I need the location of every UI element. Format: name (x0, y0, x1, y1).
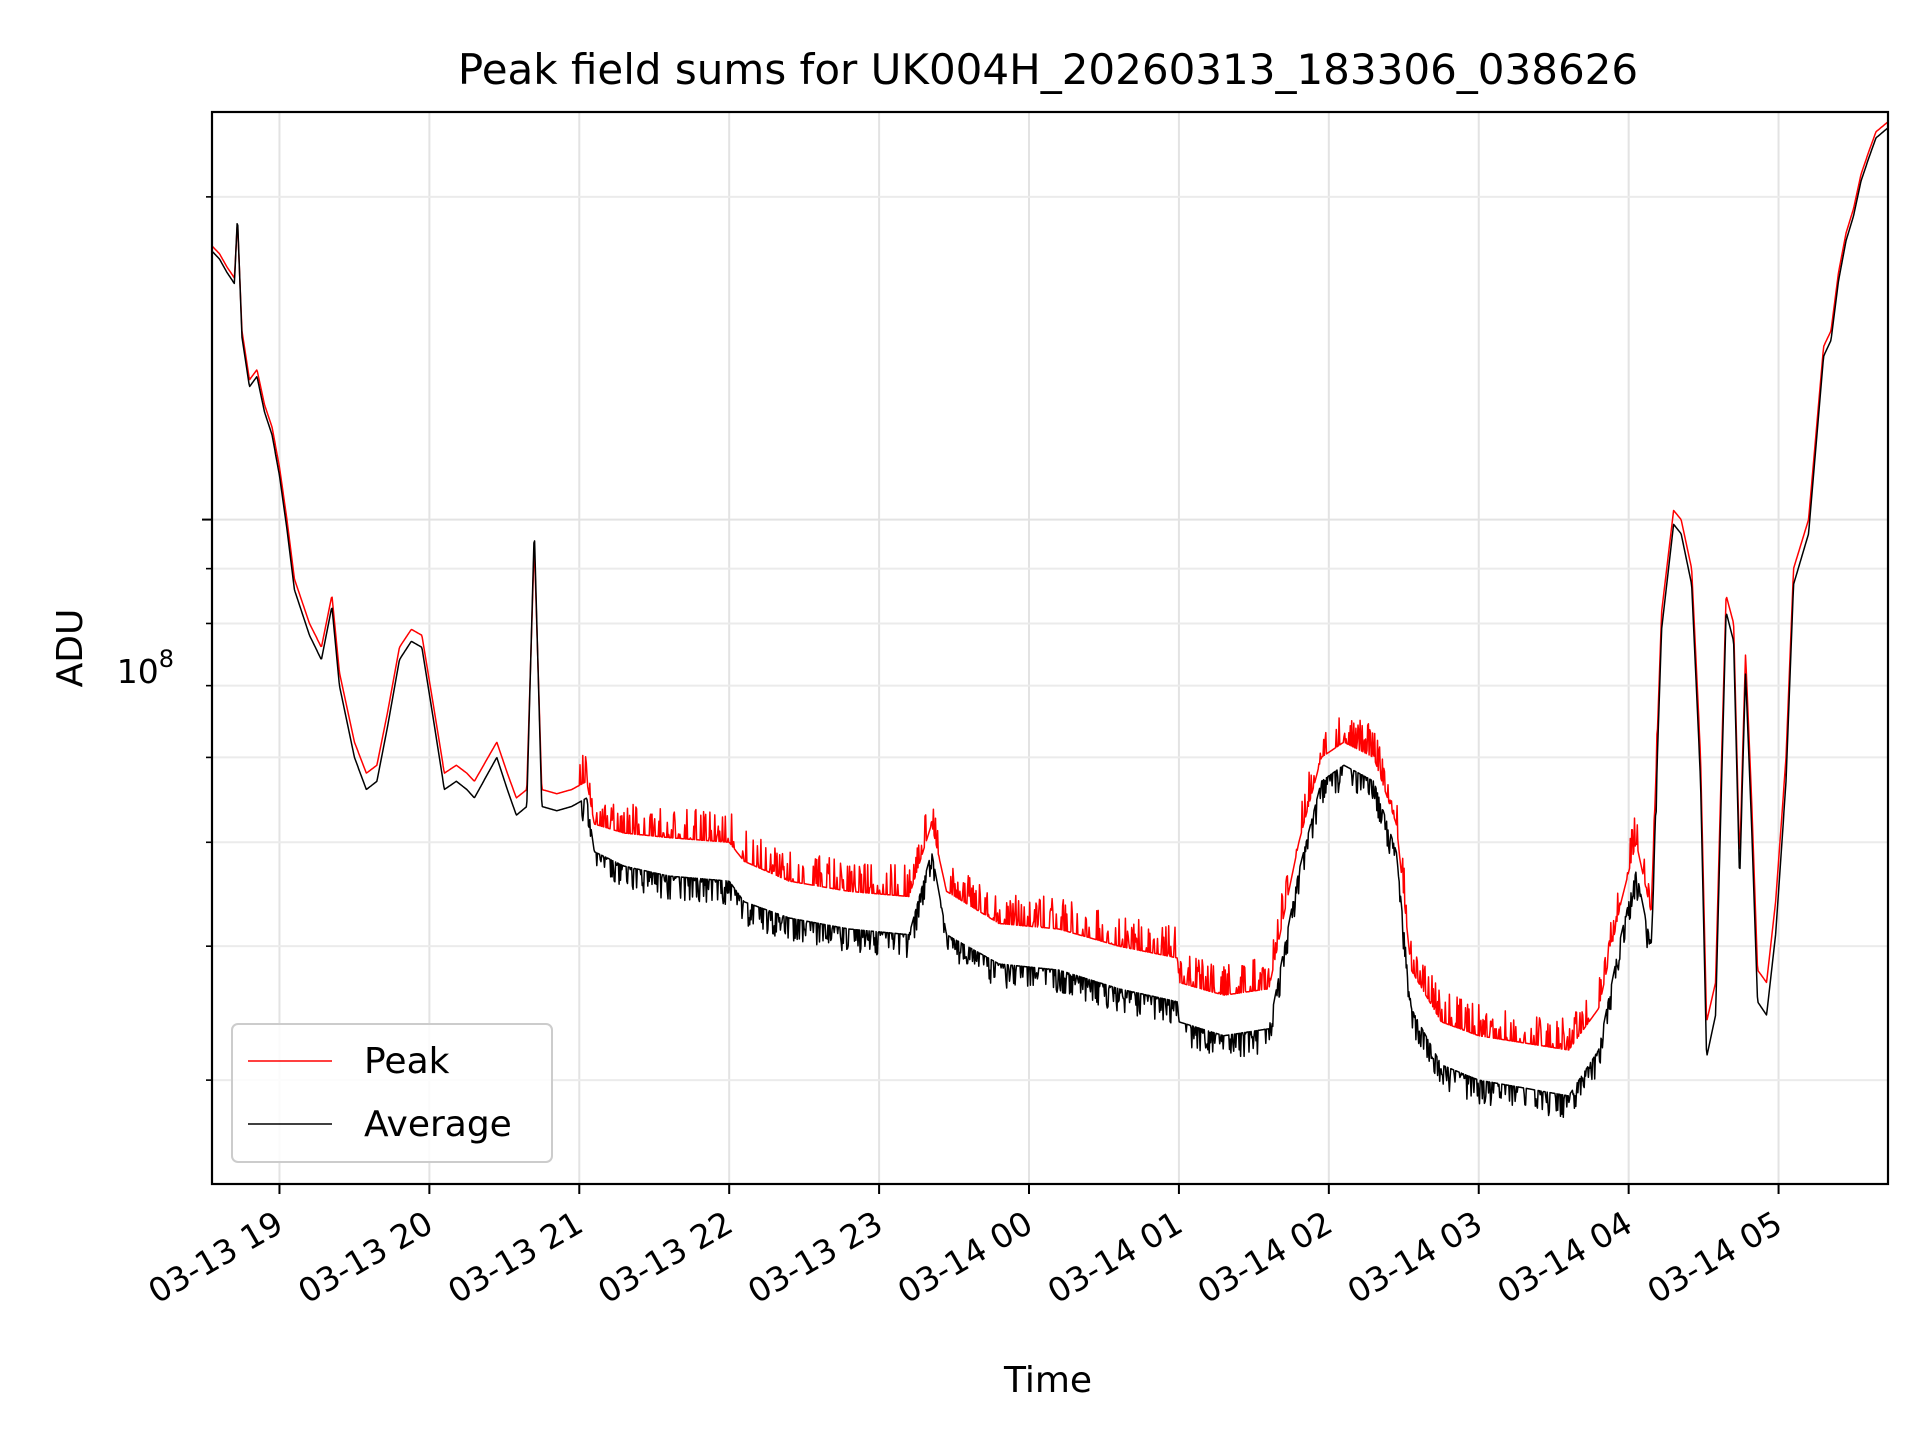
svg-text:108: 108 (117, 645, 174, 691)
y-axis-ticks (202, 196, 212, 1081)
plot-frame (210, 110, 1890, 1186)
legend-label-average: Average (364, 1104, 512, 1145)
legend-box (231, 1023, 553, 1163)
series-line-average (211, 127, 1889, 1119)
legend-label-peak: Peak (364, 1041, 450, 1082)
y-axis-label: ADU (50, 609, 91, 688)
series-group (211, 121, 1889, 1119)
x-axis-label: Time (1003, 1360, 1092, 1401)
legend: Peak Average (231, 1023, 553, 1163)
chart-title: Peak field sums for UK004H_20260313_1833… (458, 45, 1638, 94)
series-line-peak (211, 121, 1889, 1051)
y-tick-exponent: 8 (159, 645, 174, 673)
y-tick-label-1e8: 108 (117, 645, 174, 691)
y-tick-base: 10 (117, 652, 159, 691)
